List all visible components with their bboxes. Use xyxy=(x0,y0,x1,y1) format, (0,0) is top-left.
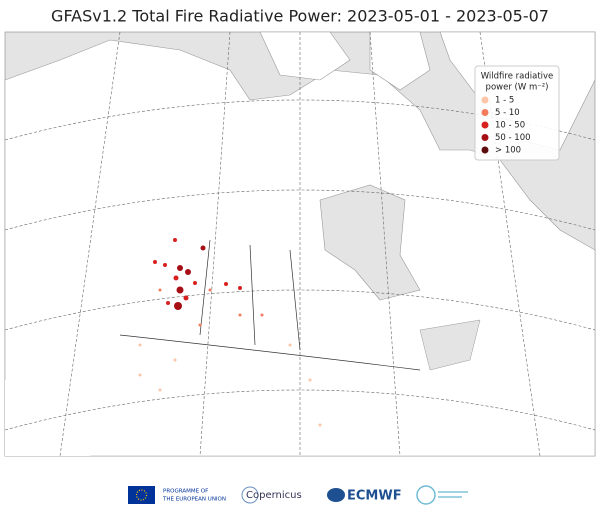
footer: PROGRAMME OF THE EUROPEAN UNION Copernic… xyxy=(128,485,468,505)
eu-text: THE EUROPEAN UNION xyxy=(162,497,226,503)
legend-title: power (W m⁻²) xyxy=(486,83,549,93)
legend: Wildfire radiative power (W m⁻²) 1 - 5 5 … xyxy=(474,65,560,161)
legend-swatch xyxy=(481,121,489,129)
legend-swatch xyxy=(481,109,489,116)
ecmwf-logo: ECMWF xyxy=(347,489,402,504)
legend-label: 10 - 50 xyxy=(495,121,525,131)
legend-swatch xyxy=(481,146,489,154)
copernicus-logo: Copernicus xyxy=(246,490,302,501)
eu-text: PROGRAMME OF xyxy=(163,489,208,495)
legend-swatch xyxy=(481,96,489,104)
legend-title: Wildfire radiative xyxy=(481,72,554,82)
legend-label: > 100 xyxy=(495,146,521,156)
legend-label: 5 - 10 xyxy=(495,108,520,118)
legend-label: 50 - 100 xyxy=(495,133,531,143)
fire-points xyxy=(138,238,322,427)
legend-swatch xyxy=(481,134,489,141)
eu-flag xyxy=(128,486,155,504)
legend-label: 1 - 5 xyxy=(495,96,514,106)
title: GFASv1.2 Total Fire Radiative Power: 202… xyxy=(51,7,549,26)
